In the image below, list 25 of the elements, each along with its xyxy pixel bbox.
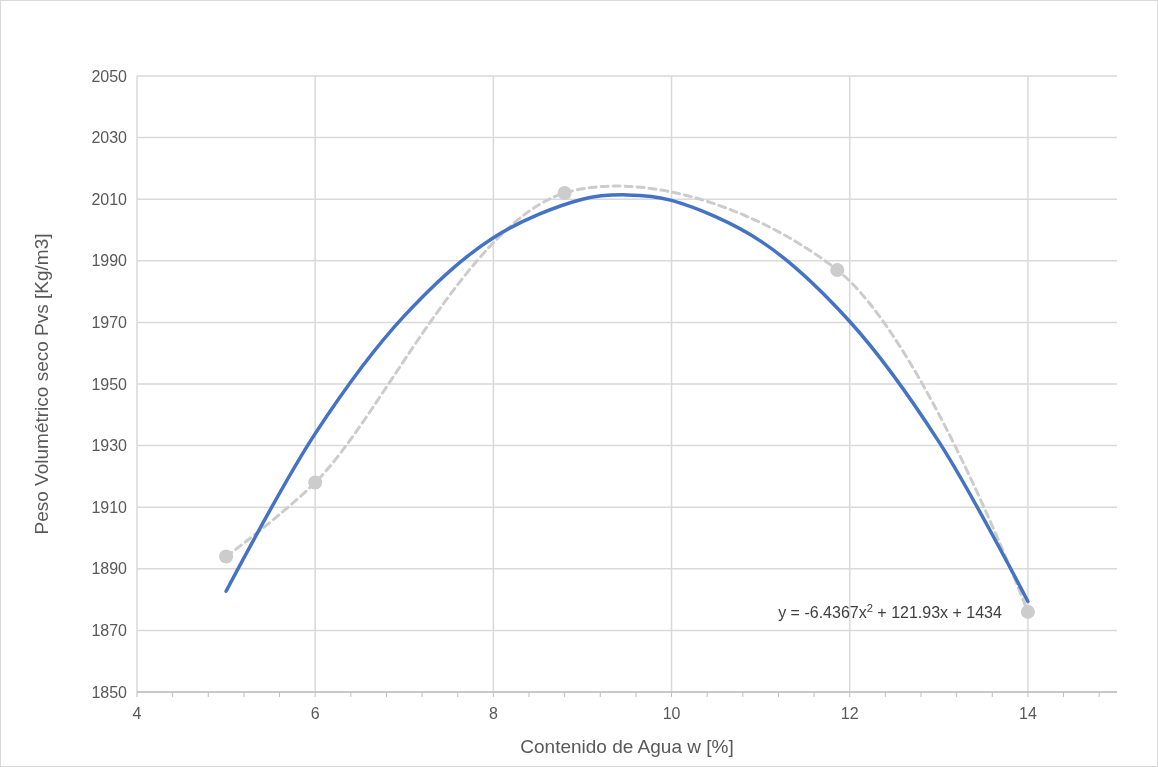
y-tick-label: 1950 xyxy=(91,375,128,393)
annotation: y = -6.4367x$^{2}$ + 121.93x + 1434 xyxy=(778,601,1003,621)
point xyxy=(557,186,572,201)
point xyxy=(308,475,323,490)
x-axis-title: Contenido de Agua w [%] xyxy=(520,736,734,757)
y-tick-label: 1970 xyxy=(91,314,128,331)
x-tick-label: 12 xyxy=(840,705,859,722)
y-tick-label: 1910 xyxy=(91,498,128,516)
y-tick-label: 2050 xyxy=(91,67,128,85)
y-axis-title: Peso Volumétrico seco Pvs [Kg/m3] xyxy=(31,233,52,535)
y-tick-label: 1930 xyxy=(91,437,128,455)
y-tick-label: 2010 xyxy=(91,190,128,208)
x-tick-label: 10 xyxy=(662,705,681,722)
y-tick-label: 1850 xyxy=(91,683,128,701)
x-tick-label: 8 xyxy=(488,705,498,722)
point xyxy=(1020,604,1035,619)
y-tick-label: 1890 xyxy=(91,560,128,578)
y-tick-label: 2030 xyxy=(91,129,128,147)
point xyxy=(219,549,234,564)
y-tick-label: 1870 xyxy=(91,622,128,639)
x-tick-label: 6 xyxy=(310,705,320,722)
point xyxy=(830,263,845,278)
x-tick-label: 14 xyxy=(1019,705,1037,722)
x-tick-label: 4 xyxy=(132,705,142,722)
y-tick-label: 1990 xyxy=(91,252,128,270)
